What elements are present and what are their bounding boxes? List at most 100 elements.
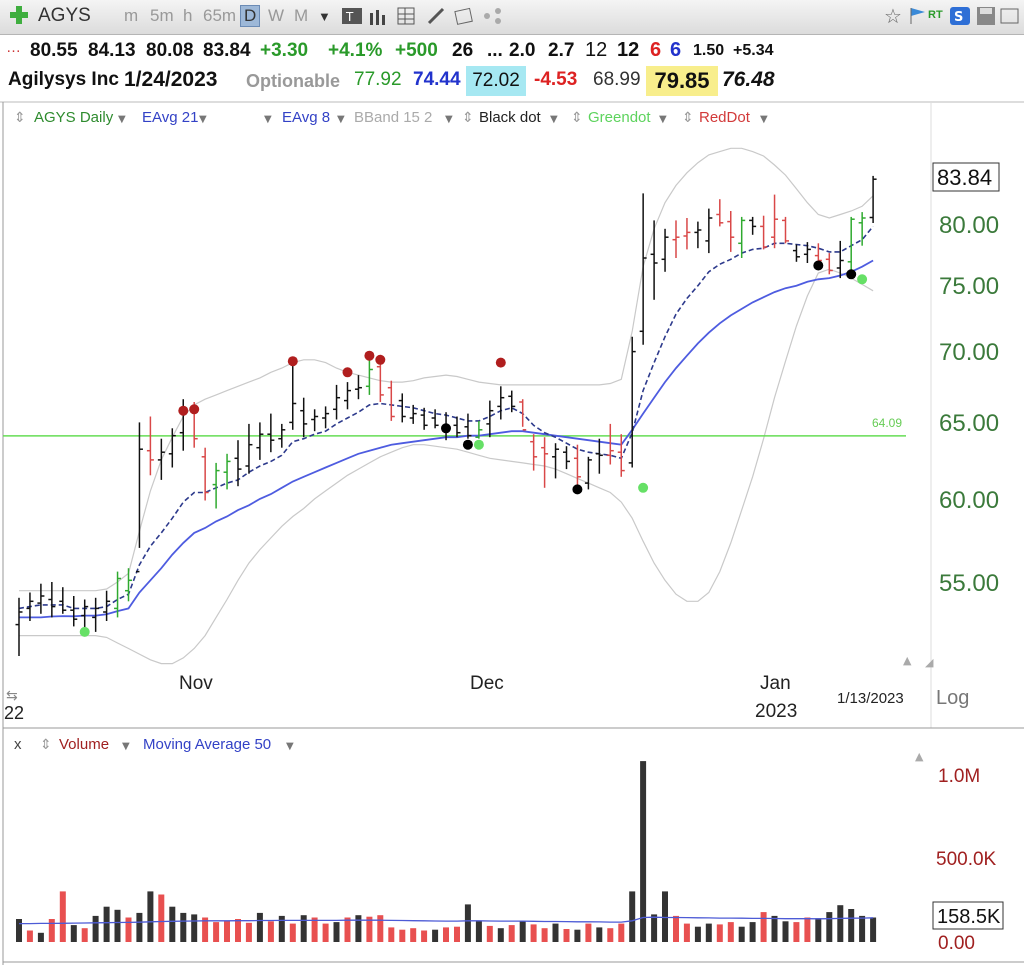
star-icon[interactable]: ☆ [884, 6, 902, 28]
ohlc-bar [858, 212, 866, 246]
ohlc-bar [563, 446, 570, 470]
scan-icon[interactable]: S [949, 5, 971, 32]
ohlc-bar [311, 409, 319, 432]
legend-bband[interactable]: BBand 15 2 [354, 109, 432, 126]
chevron-down-icon[interactable]: ▼ [318, 9, 331, 24]
y-tick-label: 60.00 [939, 487, 999, 514]
scroll-arrows-icon[interactable]: ⇆ [6, 688, 18, 704]
ohlc-bar [256, 422, 264, 460]
chevron-down-icon[interactable]: ▼ [445, 114, 453, 125]
legend-moving-average[interactable]: Moving Average 50 [143, 736, 271, 753]
ohlc-bar [650, 220, 658, 300]
legend-volume[interactable]: Volume [59, 736, 109, 753]
ohlc-bar [157, 438, 165, 480]
chevron-down-icon[interactable]: ▼ [550, 114, 558, 125]
red-dot [189, 404, 200, 415]
volume-bar [388, 927, 395, 942]
legend-agys-daily[interactable]: AGYS Daily [34, 109, 114, 126]
ohlc-bar [738, 216, 746, 258]
legend-arrows-icon[interactable]: ⇕ [14, 110, 26, 126]
interval-m[interactable]: m [124, 6, 139, 25]
black-dot [813, 260, 824, 271]
text-tool-icon[interactable]: T [341, 6, 363, 31]
ohlc-bar [617, 434, 625, 477]
volume-bar [859, 915, 866, 942]
ohlc-bar [234, 440, 242, 487]
chart-background [0, 96, 1024, 965]
ohlc-bar [749, 216, 757, 235]
chevron-down-icon[interactable]: ▼ [760, 114, 768, 125]
quote-value-3: 72.02 [466, 66, 526, 96]
volume-bar [202, 917, 209, 942]
interval-65m[interactable]: 65m [203, 6, 237, 25]
volume-panel [16, 761, 877, 942]
volume-bar [552, 923, 559, 942]
legend-reddot[interactable]: RedDot [699, 109, 751, 126]
ohlc-bar [705, 208, 713, 254]
interval-m-monthly[interactable]: M [294, 6, 309, 25]
quote-field-6: 12 [617, 39, 640, 61]
resize-grip-icon[interactable]: ◢ [925, 656, 934, 669]
legend-greendot[interactable]: Greendot [588, 109, 651, 126]
chevron-down-icon[interactable]: ▼ [659, 114, 667, 125]
red-dot [495, 357, 506, 368]
pencil-icon[interactable] [425, 5, 447, 32]
legend-arrows-icon[interactable]: ⇕ [682, 110, 694, 126]
bar-chart-icon[interactable] [368, 7, 390, 30]
legend-arrows-icon[interactable]: ⇕ [571, 110, 583, 126]
collapse-up-icon[interactable]: ▲ [915, 750, 924, 763]
table-icon[interactable] [396, 6, 418, 31]
ohlc-bar [300, 397, 308, 438]
last-price-label: 83.84 [937, 165, 992, 190]
chevron-down-icon[interactable]: ▼ [199, 114, 207, 125]
chevron-down-icon[interactable]: ▼ [118, 114, 126, 125]
realtime-label[interactable]: RT [928, 9, 943, 21]
chevron-down-icon[interactable]: ▼ [264, 114, 272, 125]
window-icon[interactable] [999, 6, 1021, 31]
notes-icon[interactable] [453, 5, 475, 32]
ohlc-bar [792, 244, 800, 262]
volume-bar [519, 921, 526, 942]
volume-bar [443, 927, 449, 942]
legend-eavg-8[interactable]: EAvg 8 [282, 109, 330, 126]
chevron-down-icon[interactable]: ▼ [337, 114, 345, 125]
volume-bar [782, 921, 789, 942]
ohlc-bar [409, 404, 417, 424]
red-dot [178, 405, 189, 416]
collapse-up-icon[interactable]: ▲ [903, 654, 912, 667]
quote-field-8: 6 [670, 39, 682, 61]
legend-arrows-icon[interactable]: ⇕ [40, 737, 52, 753]
chevron-down-icon[interactable]: ▼ [286, 741, 294, 752]
ohlc-bar [37, 583, 45, 614]
share-icon[interactable] [482, 6, 504, 31]
flag-icon[interactable] [908, 6, 928, 31]
close-volume-panel[interactable]: x [14, 736, 22, 753]
interval-w[interactable]: W [268, 6, 285, 25]
volume-bar [738, 926, 745, 942]
save-icon[interactable] [975, 5, 997, 32]
ohlc-bar [70, 596, 78, 627]
ohlc-bar [92, 597, 100, 632]
ohlc-bar [519, 399, 527, 431]
legend-arrows-icon[interactable]: ⇕ [462, 110, 474, 126]
legend-eavg-21[interactable]: EAvg 21 [142, 109, 198, 126]
y-tick-label: 80.00 [939, 212, 999, 239]
interval-h[interactable]: h [183, 6, 193, 25]
volume-bar [826, 912, 833, 942]
ticker-input[interactable]: AGYS [38, 5, 91, 26]
log-scale-toggle[interactable]: Log [936, 687, 969, 709]
interval-5m[interactable]: 5m [150, 6, 174, 25]
volume-bar [464, 904, 471, 942]
volume-bar [256, 912, 263, 942]
volume-bar [278, 915, 285, 942]
chevron-down-icon[interactable]: ▼ [122, 741, 130, 752]
quote-field-10: +5.34 [733, 42, 774, 59]
ohlc-bar [59, 587, 67, 614]
quote-value-5: 68.99 [593, 69, 641, 90]
interval-d[interactable]: D [240, 5, 261, 27]
ohlc-bar [398, 393, 406, 423]
legend-black-dot[interactable]: Black dot [479, 109, 542, 126]
volume-bar [26, 930, 33, 942]
volume-bar [81, 928, 88, 942]
add-icon[interactable] [8, 4, 30, 26]
